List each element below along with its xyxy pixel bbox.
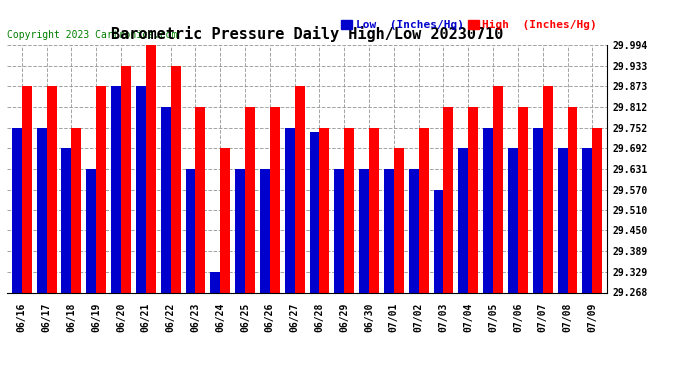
Bar — [260, 169, 270, 292]
Bar — [469, 107, 478, 292]
Bar — [121, 66, 131, 292]
Text: Copyright 2023 Cartronics.com: Copyright 2023 Cartronics.com — [7, 30, 177, 40]
Bar — [235, 169, 245, 292]
Bar — [136, 86, 146, 292]
Bar — [582, 148, 592, 292]
Bar — [335, 169, 344, 292]
Bar — [518, 107, 528, 292]
Bar — [319, 128, 329, 292]
Bar — [384, 169, 394, 292]
Bar — [567, 107, 578, 292]
Bar — [12, 128, 22, 292]
Bar — [458, 148, 469, 292]
Title: Barometric Pressure Daily High/Low 20230710: Barometric Pressure Daily High/Low 20230… — [111, 27, 503, 42]
Bar — [270, 107, 279, 292]
Bar — [369, 128, 379, 292]
Bar — [37, 128, 47, 292]
Bar — [285, 128, 295, 292]
Bar — [394, 148, 404, 292]
Bar — [508, 148, 518, 292]
Bar — [558, 148, 567, 292]
Bar — [210, 272, 220, 292]
Bar — [96, 86, 106, 292]
Bar — [71, 128, 81, 292]
Bar — [408, 169, 419, 292]
Bar — [344, 128, 354, 292]
Bar — [433, 189, 444, 292]
Bar — [86, 169, 96, 292]
Bar — [543, 86, 553, 292]
Bar — [444, 107, 453, 292]
Bar — [170, 66, 181, 292]
Bar — [161, 107, 170, 292]
Bar — [61, 148, 71, 292]
Bar — [533, 128, 543, 292]
Legend: Low  (Inches/Hg), High  (Inches/Hg): Low (Inches/Hg), High (Inches/Hg) — [337, 16, 602, 35]
Bar — [310, 132, 319, 292]
Bar — [146, 45, 156, 292]
Bar — [195, 107, 206, 292]
Bar — [592, 128, 602, 292]
Bar — [111, 86, 121, 292]
Bar — [245, 107, 255, 292]
Bar — [186, 169, 195, 292]
Bar — [295, 86, 304, 292]
Bar — [22, 86, 32, 292]
Bar — [493, 86, 503, 292]
Bar — [220, 148, 230, 292]
Bar — [359, 169, 369, 292]
Bar — [483, 128, 493, 292]
Bar — [419, 128, 428, 292]
Bar — [47, 86, 57, 292]
